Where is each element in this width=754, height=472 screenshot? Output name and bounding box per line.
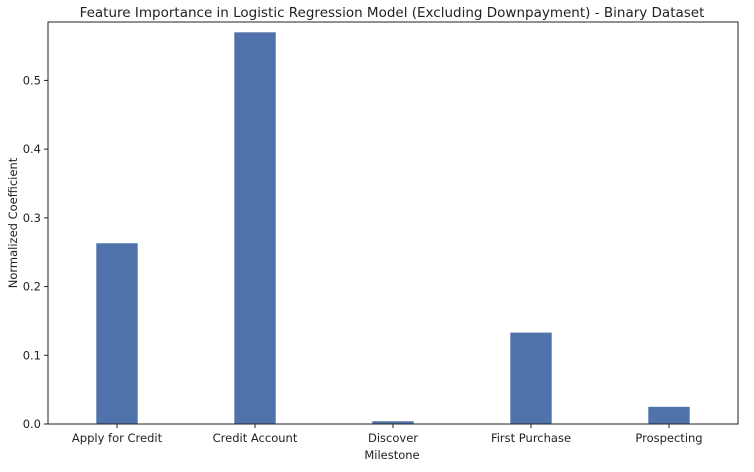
bar-prospecting (648, 406, 690, 424)
x-tick-label: Prospecting (635, 431, 702, 445)
x-tick-label: Discover (368, 431, 418, 445)
y-tick-label: 0.1 (23, 348, 41, 362)
y-axis-label: Normalized Coefficient (6, 157, 20, 288)
y-tick-label: 0.3 (23, 211, 41, 225)
y-tick-label: 0.5 (23, 73, 41, 87)
x-axis-label: Milestone (364, 448, 419, 462)
x-axis: Apply for Credit Credit Account Discover Fi… (72, 424, 703, 445)
y-tick-label: 0.4 (23, 142, 41, 156)
y-tick-label: 0.0 (23, 417, 41, 431)
plot-frame (47, 21, 739, 425)
bar-apply-for-credit (96, 243, 138, 424)
y-tick-label: 0.2 (23, 280, 41, 294)
bar-first-purchase (510, 332, 552, 424)
x-tick-label: First Purchase (491, 431, 571, 445)
bars-layer (96, 32, 690, 425)
x-tick-label: Credit Account (213, 431, 298, 445)
y-axis: 0.0 0.1 0.2 0.3 0.4 0.5 (23, 73, 48, 431)
bar-credit-account (234, 32, 276, 425)
bar-discover (372, 421, 414, 424)
x-tick-label: Apply for Credit (72, 431, 163, 445)
chart-title: Feature Importance in Logistic Regressio… (80, 5, 705, 21)
